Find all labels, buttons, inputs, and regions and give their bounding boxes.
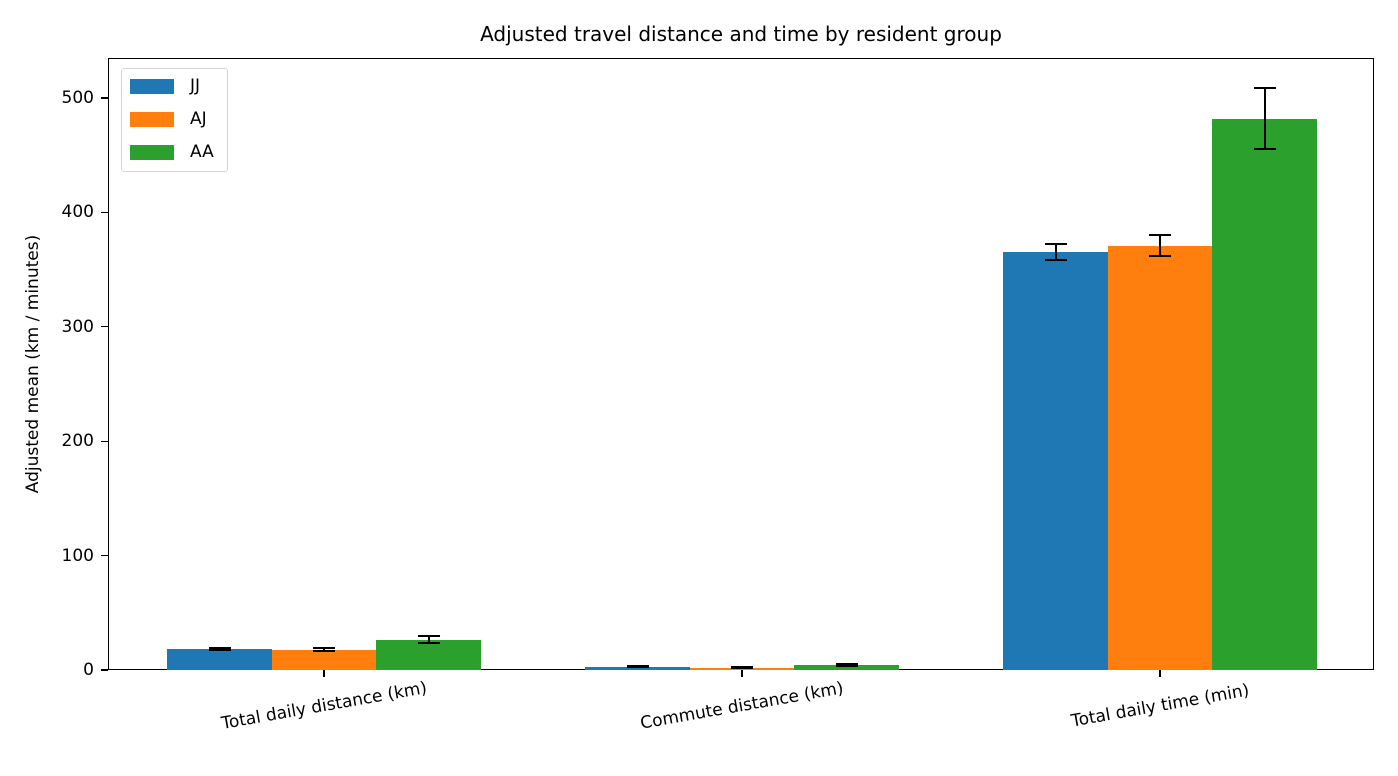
y-tick-label: 400	[61, 202, 94, 223]
bar-aa	[794, 664, 899, 670]
error-bar-cap	[626, 665, 649, 668]
x-tick-mark	[741, 670, 743, 677]
legend-item-jj: JJ	[130, 75, 200, 97]
x-tick-label: Total daily distance (km)	[219, 678, 429, 734]
legend-swatch-aj	[130, 111, 174, 127]
error-bar	[427, 636, 430, 644]
error-bar	[1263, 87, 1266, 150]
error-bar-cap	[731, 666, 753, 669]
x-tick-mark	[1159, 670, 1161, 677]
legend-swatch-aa	[130, 144, 174, 160]
error-bar-cap	[313, 647, 335, 650]
error-bar-cap	[1149, 254, 1171, 257]
error-bar-cap	[208, 646, 231, 649]
legend-item-aa: AA	[130, 141, 214, 163]
bar-jj	[167, 648, 272, 670]
x-tick-mark	[323, 670, 325, 677]
y-tick-mark	[101, 440, 108, 442]
error-bar-cap	[208, 648, 231, 651]
bar-jj	[1003, 252, 1108, 670]
legend-label-aj: AJ	[190, 109, 207, 129]
y-tick-mark	[101, 97, 108, 99]
bar-aa	[376, 639, 481, 670]
y-tick-label: 300	[61, 316, 94, 337]
error-bar	[218, 647, 221, 650]
x-tick-label: Commute distance (km)	[638, 678, 845, 734]
error-bar	[323, 648, 325, 651]
y-tick-label: 100	[61, 545, 94, 566]
y-tick-label: 200	[61, 431, 94, 452]
legend-swatch-jj	[130, 78, 174, 94]
y-axis-label: Adjusted mean (km / minutes)	[23, 234, 43, 494]
error-bar-cap	[417, 642, 440, 645]
bar-aj	[271, 649, 377, 670]
error-bar	[1054, 244, 1057, 261]
bar-aj	[1107, 245, 1213, 670]
error-bar-cap	[835, 664, 858, 667]
legend-label-jj: JJ	[190, 76, 201, 96]
bar-aa	[1212, 118, 1317, 670]
chart-title: Adjusted travel distance and time by res…	[480, 22, 1002, 46]
legend: JJ AJ AA	[121, 68, 228, 172]
y-tick-label: 500	[61, 88, 94, 108]
error-bar-cap	[1149, 234, 1171, 237]
error-bar-cap	[417, 635, 440, 638]
legend-label-aa: AA	[190, 142, 214, 162]
error-bar-cap	[313, 650, 335, 652]
y-tick-mark	[101, 554, 108, 557]
y-tick-mark	[101, 211, 108, 214]
error-bar-cap	[1044, 243, 1067, 246]
y-tick-mark	[101, 326, 108, 328]
legend-item-aj: AJ	[130, 108, 207, 130]
error-bar-cap	[1253, 86, 1276, 89]
y-tick-label: 0	[83, 660, 94, 680]
error-bar-cap	[1044, 259, 1067, 262]
error-bar-cap	[731, 667, 753, 670]
y-tick-mark	[101, 669, 108, 671]
error-bar-cap	[1253, 148, 1276, 151]
error-bar-cap	[626, 666, 649, 669]
error-bar-cap	[835, 663, 858, 666]
x-tick-label: Total daily time (min)	[1069, 680, 1251, 732]
error-bar	[1159, 235, 1161, 256]
